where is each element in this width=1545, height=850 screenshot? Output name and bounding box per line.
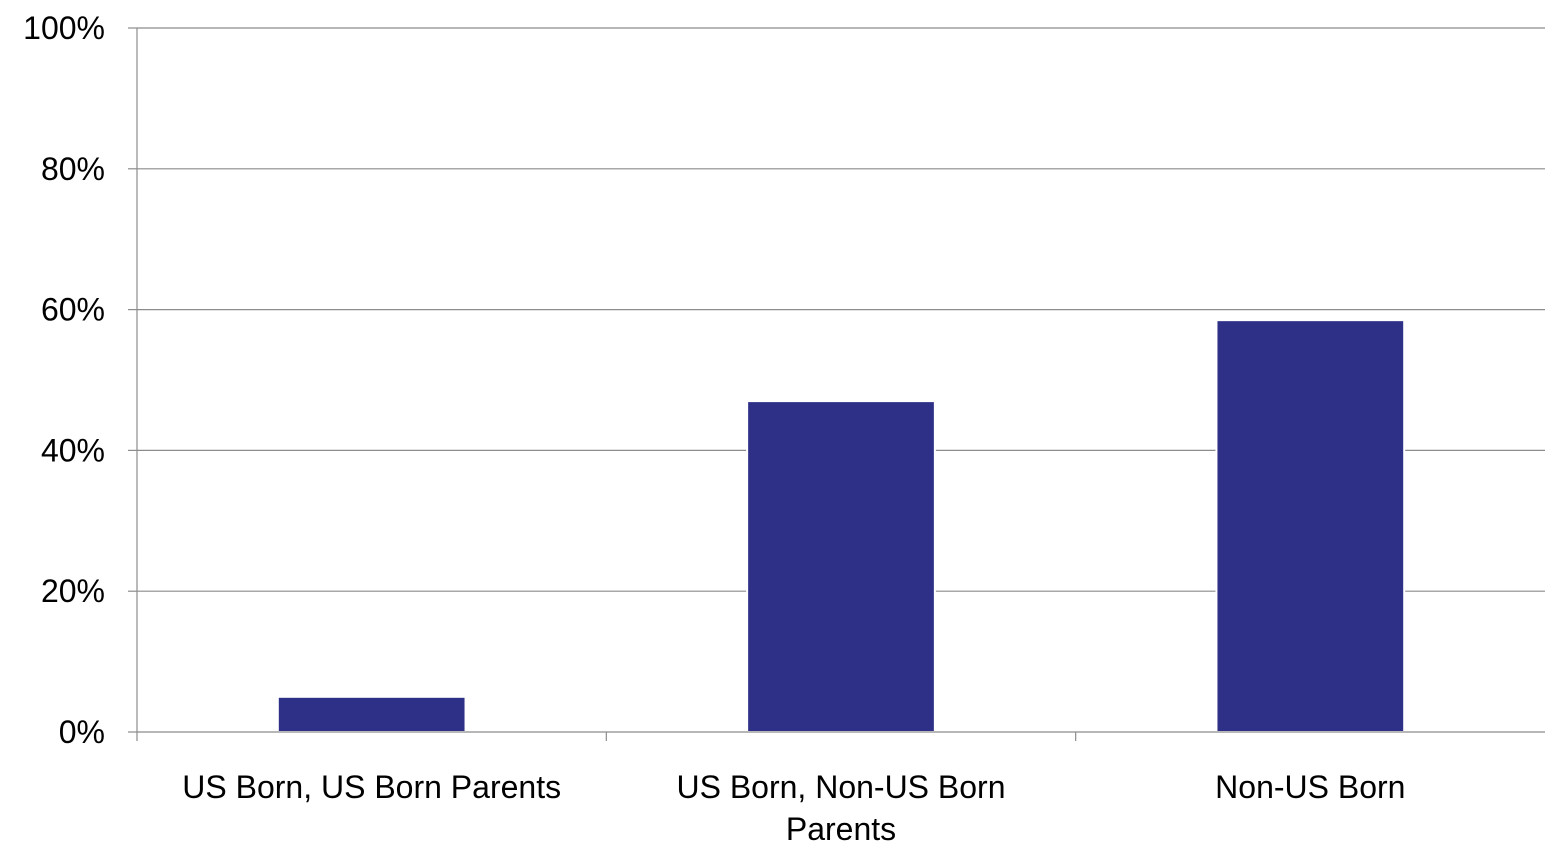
bars xyxy=(276,319,1406,733)
y-tick-label: 40% xyxy=(41,432,105,468)
y-tick-label: 20% xyxy=(41,573,105,609)
bar xyxy=(276,695,467,733)
bar xyxy=(746,400,936,733)
bar xyxy=(1215,319,1406,733)
axes xyxy=(128,27,1545,741)
y-tick-label: 60% xyxy=(41,292,105,328)
y-tick-label: 0% xyxy=(59,714,105,750)
y-tick-label: 80% xyxy=(41,151,105,187)
y-tick-label: 100% xyxy=(23,10,105,46)
x-category-label: US Born, US Born Parents xyxy=(182,769,561,805)
labels: 0% 20% 40% 60% 80% 100% US Born, US Born Paren… xyxy=(23,10,1405,847)
x-category-label: Non-US Born xyxy=(1215,769,1405,805)
x-category-label: Parents xyxy=(786,811,896,845)
x-category-label: US Born, Non-US Born xyxy=(676,769,1005,805)
